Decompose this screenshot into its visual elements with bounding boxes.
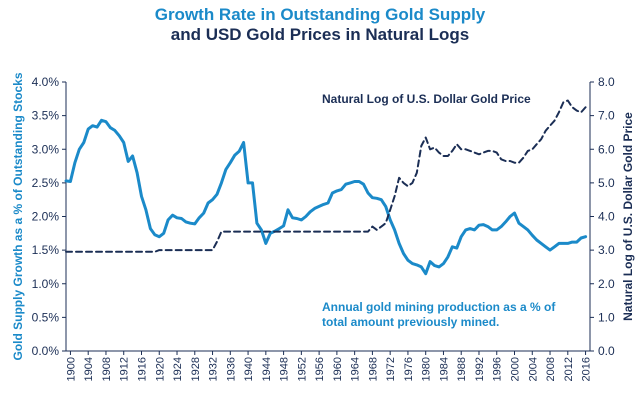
- x-tick-label: 1904: [83, 357, 95, 381]
- left-tick-label: 2.5%: [32, 176, 60, 190]
- left-axis-title: Gold Supply Growth as a % of Outstanding…: [11, 72, 25, 360]
- left-tick-label: 1.0%: [32, 277, 60, 291]
- left-tick-label: 0.5%: [32, 310, 60, 324]
- x-tick-label: 2012: [563, 357, 575, 381]
- x-tick-label: 1976: [403, 357, 415, 381]
- right-tick-label: 2.0: [598, 277, 615, 291]
- x-tick-label: 1944: [261, 357, 273, 381]
- x-tick-label: 1900: [65, 357, 77, 381]
- price-series-label: Natural Log of U.S. Dollar Gold Price: [322, 92, 531, 106]
- right-axis-title: Natural Log of U.S. Dollar Gold Price: [621, 112, 635, 321]
- x-tick-label: 1936: [225, 357, 237, 381]
- x-tick-label: 1972: [385, 357, 397, 381]
- right-tick-label: 1.0: [598, 310, 615, 324]
- gold-price-log-line: [65, 99, 587, 253]
- x-tick-label: 2004: [527, 357, 539, 381]
- right-tick-label: 7.0: [598, 109, 615, 123]
- x-tick-label: 2016: [581, 357, 593, 381]
- x-tick-label: 1996: [492, 357, 504, 381]
- x-tick-label: 1916: [136, 357, 148, 381]
- x-tick-label: 1924: [172, 357, 184, 381]
- left-tick-label: 4.0%: [32, 75, 60, 89]
- x-tick-label: 1928: [190, 357, 202, 381]
- x-tick-label: 1908: [101, 357, 113, 381]
- x-tick-label: 1952: [296, 357, 308, 381]
- left-tick-label: 3.0%: [32, 142, 60, 156]
- x-tick-label: 2000: [510, 357, 522, 381]
- x-tick-label: 1948: [279, 357, 291, 381]
- left-tick-label: 1.5%: [32, 243, 60, 257]
- x-tick-label: 1980: [421, 357, 433, 381]
- right-tick-label: 5.0: [598, 176, 615, 190]
- right-tick-label: 6.0: [598, 142, 615, 156]
- growth-series-label-line-1: Annual gold mining production as a % of: [322, 300, 556, 314]
- x-tick-label: 2008: [545, 357, 557, 381]
- right-tick-label: 0.0: [598, 344, 615, 358]
- growth-series-label-line-2: total amount previously mined.: [322, 315, 499, 329]
- gold-supply-growth-line: [64, 118, 588, 276]
- x-tick-label: 1912: [119, 357, 131, 381]
- x-tick-label: 1988: [456, 357, 468, 381]
- chart-title-line-1: Growth Rate in Outstanding Gold Supply: [154, 5, 486, 24]
- right-tick-label: 3.0: [598, 243, 615, 257]
- x-tick-label: 1920: [154, 357, 166, 381]
- left-tick-label: 3.5%: [32, 109, 60, 123]
- x-tick-label: 1964: [350, 357, 362, 381]
- x-tick-label: 1956: [314, 357, 326, 381]
- right-tick-label: 8.0: [598, 75, 615, 89]
- x-tick-label: 1932: [208, 357, 220, 381]
- x-tick-label: 1992: [474, 357, 486, 381]
- x-tick-label: 1960: [332, 357, 344, 381]
- x-tick-label: 1968: [367, 357, 379, 381]
- chart-title-line-2: and USD Gold Prices in Natural Logs: [170, 25, 470, 44]
- x-tick-label: 1940: [243, 357, 255, 381]
- right-tick-label: 4.0: [598, 210, 615, 224]
- left-tick-label: 2.0%: [32, 210, 60, 224]
- left-tick-label: 0.0%: [32, 344, 60, 358]
- x-tick-label: 1984: [438, 357, 450, 381]
